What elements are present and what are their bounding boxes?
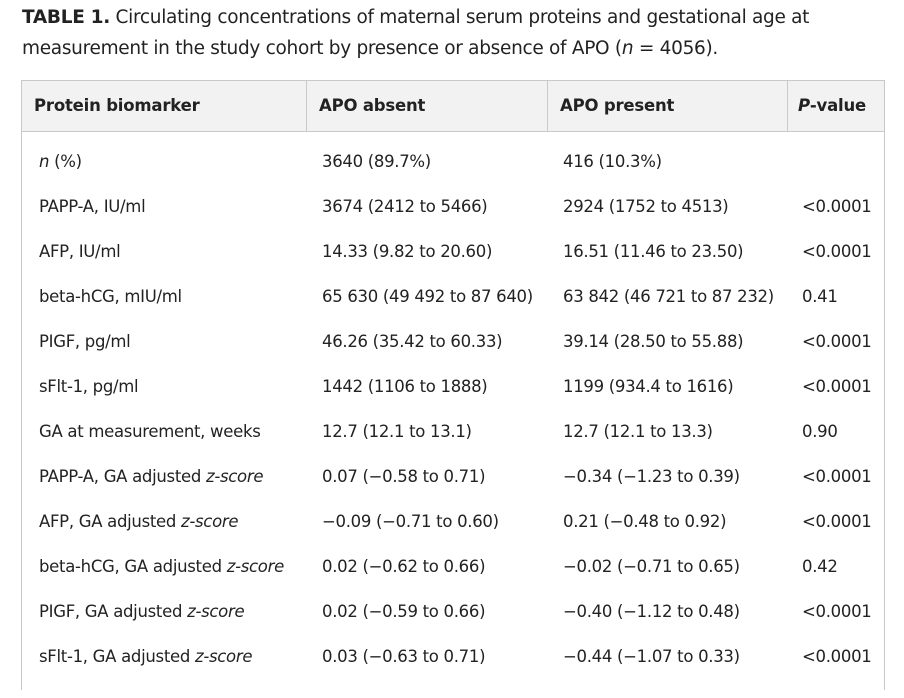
cell-p-value: <0.0001 [802,467,872,486]
cell-apo-absent: −0.09 (−0.71 to 0.60) [322,512,499,531]
biomarker-label-italic: z-score [194,647,253,666]
cell-p-value: <0.0001 [802,332,872,351]
biomarker-label-italic: z-score [205,467,264,486]
biomarker-label: PAPP-A, IU/ml [39,197,146,216]
biomarker-label-italic: z-score [181,512,239,531]
cell-biomarker: beta-hCG, GA adjusted z-score [22,544,307,589]
cell-apo-present: 63 842 (46 721 to 87 232) [563,287,774,306]
cell-apo-present: 0.21 (−0.48 to 0.92) [563,512,727,531]
cell-apo-present: 2924 (1752 to 4513) [563,197,729,216]
table-body: n (%) 3640 (89.7%) 416 (10.3%) PAPP-A, IU/m… [22,132,884,679]
cell-p-value: <0.0001 [802,602,872,621]
biomarker-label: sFlt-1, GA adjusted [39,647,195,666]
table-row: GA at measurement, weeks 12.7 (12.1 to 13… [22,409,884,454]
cell-apo-absent: 3674 (2412 to 5466) [322,197,488,216]
biomarker-label: AFP, IU/ml [39,242,121,261]
cell-apo-present: −0.02 (−0.71 to 0.65) [563,557,740,576]
cell-apo-absent: 3640 (89.7%) [322,152,431,171]
biomarker-label: PAPP-A, GA adjusted [39,467,206,486]
table-row: sFlt-1, pg/ml 1442 (1106 to 1888) 1199 (93… [22,364,884,409]
table-row: sFlt-1, GA adjusted z-score 0.03 (−0.63 t… [22,634,884,679]
cell-p-value: 0.41 [802,287,838,306]
cell-biomarker: PIGF, pg/ml [22,319,307,364]
caption-text-end: = 4056). [633,38,719,59]
biomarker-label-italic: z-score [187,602,245,621]
cell-p-value: 0.42 [802,557,838,576]
cell-apo-absent: 46.26 (35.42 to 60.33) [322,332,503,351]
header-protein-biomarker: Protein biomarker [22,81,307,131]
table-row: PAPP-A, IU/ml 3674 (2412 to 5466) 2924 (17… [22,184,884,229]
table-row: PIGF, pg/ml 46.26 (35.42 to 60.33) 39.14 (… [22,319,884,364]
biomarker-label: beta-hCG, mIU/ml [39,287,182,306]
caption-text: Circulating concentrations of maternal s… [22,7,810,59]
cell-biomarker: AFP, IU/ml [22,229,307,274]
cell-p-value: <0.0001 [802,512,872,531]
cell-p-value: <0.0001 [802,377,872,396]
table-row: beta-hCG, mIU/ml 65 630 (49 492 to 87 640… [22,274,884,319]
cell-apo-absent: 0.07 (−0.58 to 0.71) [322,467,486,486]
cell-p-value: <0.0001 [802,647,872,666]
biomarker-label: PIGF, GA adjusted [39,602,188,621]
cell-p-value: <0.0001 [802,197,872,216]
header-apo-present: APO present [548,81,788,131]
biomarker-table: Protein biomarker APO absent APO present… [21,80,885,690]
cell-apo-absent: 1442 (1106 to 1888) [322,377,488,396]
biomarker-label: beta-hCG, GA adjusted [39,557,227,576]
cell-apo-present: 39.14 (28.50 to 55.88) [563,332,744,351]
cell-p-value: <0.0001 [802,242,872,261]
table-row: PAPP-A, GA adjusted z-score 0.07 (−0.58 t… [22,454,884,499]
table-header-row: Protein biomarker APO absent APO present… [22,81,884,132]
biomarker-label: sFlt-1, pg/ml [39,377,139,396]
cell-biomarker: GA at measurement, weeks [22,409,307,454]
cell-apo-present: −0.44 (−1.07 to 0.33) [563,647,740,666]
cell-apo-absent: 0.02 (−0.59 to 0.66) [322,602,486,621]
table-row: PIGF, GA adjusted z-score 0.02 (−0.59 to … [22,589,884,634]
cell-apo-absent: 12.7 (12.1 to 13.1) [322,422,472,441]
cell-apo-present: 1199 (934.4 to 1616) [563,377,734,396]
caption-label: TABLE 1. [22,7,110,28]
header-p-rest: -value [809,96,867,115]
cell-apo-absent: 0.02 (−0.62 to 0.66) [322,557,486,576]
table-row: n (%) 3640 (89.7%) 416 (10.3%) [22,139,884,184]
biomarker-label-suffix: (%) [49,152,82,171]
caption-n-symbol: n [621,38,634,59]
table-row: AFP, GA adjusted z-score −0.09 (−0.71 to … [22,499,884,544]
header-p-italic: P [798,96,810,115]
cell-apo-present: 16.51 (11.46 to 23.50) [563,242,744,261]
table-caption: TABLE 1. Circulating concentrations of m… [22,2,892,64]
biomarker-label: GA at measurement, weeks [39,422,261,441]
cell-apo-absent: 0.03 (−0.63 to 0.71) [322,647,486,666]
cell-biomarker: sFlt-1, GA adjusted z-score [22,634,307,679]
cell-p-value: 0.90 [802,422,838,441]
cell-apo-present: −0.40 (−1.12 to 0.48) [563,602,740,621]
cell-biomarker: AFP, GA adjusted z-score [22,499,307,544]
cell-biomarker: sFlt-1, pg/ml [22,364,307,409]
header-p-value: P-value [788,81,884,131]
cell-biomarker: PIGF, GA adjusted z-score [22,589,307,634]
biomarker-label-italic: n [39,152,50,171]
cell-apo-absent: 65 630 (49 492 to 87 640) [322,287,533,306]
biomarker-label: AFP, GA adjusted [39,512,181,531]
cell-biomarker: n (%) [22,139,307,184]
cell-apo-absent: 14.33 (9.82 to 20.60) [322,242,493,261]
cell-apo-present: 12.7 (12.1 to 13.3) [563,422,713,441]
header-apo-absent: APO absent [307,81,548,131]
table-row: AFP, IU/ml 14.33 (9.82 to 20.60) 16.51 (11… [22,229,884,274]
cell-biomarker: PAPP-A, GA adjusted z-score [22,454,307,499]
cell-apo-present: −0.34 (−1.23 to 0.39) [563,467,740,486]
cell-p-value [788,139,884,184]
cell-biomarker: PAPP-A, IU/ml [22,184,307,229]
biomarker-label: PIGF, pg/ml [39,332,131,351]
cell-apo-present: 416 (10.3%) [563,152,662,171]
table-row: beta-hCG, GA adjusted z-score 0.02 (−0.62… [22,544,884,589]
biomarker-label-italic: z-score [226,557,285,576]
cell-biomarker: beta-hCG, mIU/ml [22,274,307,319]
